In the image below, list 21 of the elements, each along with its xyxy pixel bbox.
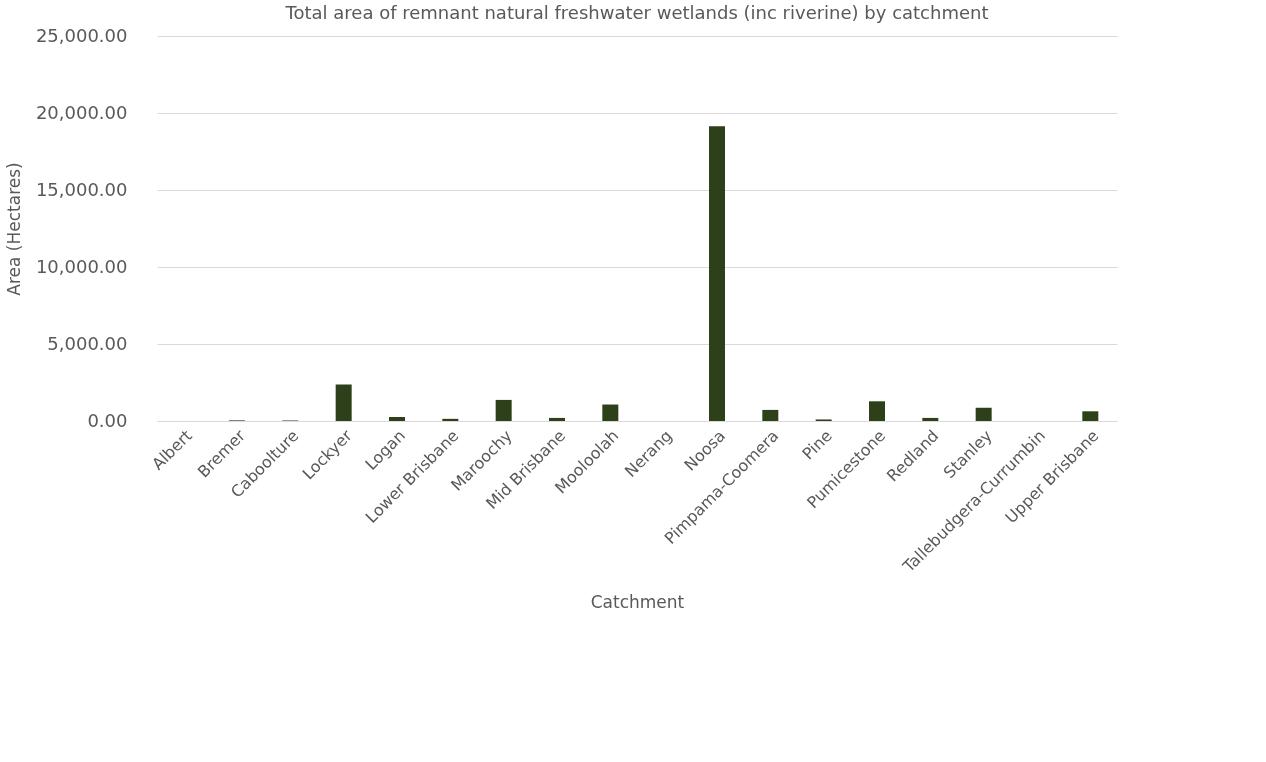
- bar: [1082, 411, 1099, 421]
- bar: [922, 417, 939, 421]
- y-tick-label: 5,000.00: [47, 332, 128, 354]
- bar: [602, 404, 619, 421]
- bar: [762, 409, 779, 421]
- y-tick-label: 25,000.00: [35, 24, 128, 46]
- y-tick-label: 10,000.00: [35, 255, 128, 277]
- bar: [549, 417, 565, 421]
- bar: [495, 399, 512, 421]
- bar: [335, 384, 352, 421]
- x-axis-title: Catchment: [590, 592, 685, 613]
- bar: [709, 126, 725, 421]
- bar: [389, 417, 405, 421]
- y-tick-label: 0.00: [87, 409, 128, 431]
- y-axis-title: Area (Hectares): [3, 162, 24, 296]
- bar: [442, 418, 459, 421]
- y-tick-label: 15,000.00: [35, 178, 128, 200]
- bar: [869, 401, 885, 421]
- y-tick-label: 20,000.00: [35, 101, 128, 123]
- bar: [975, 407, 992, 421]
- chart-title: Total area of remnant natural freshwater wetlands (inc riverine) by catchment: [284, 2, 989, 23]
